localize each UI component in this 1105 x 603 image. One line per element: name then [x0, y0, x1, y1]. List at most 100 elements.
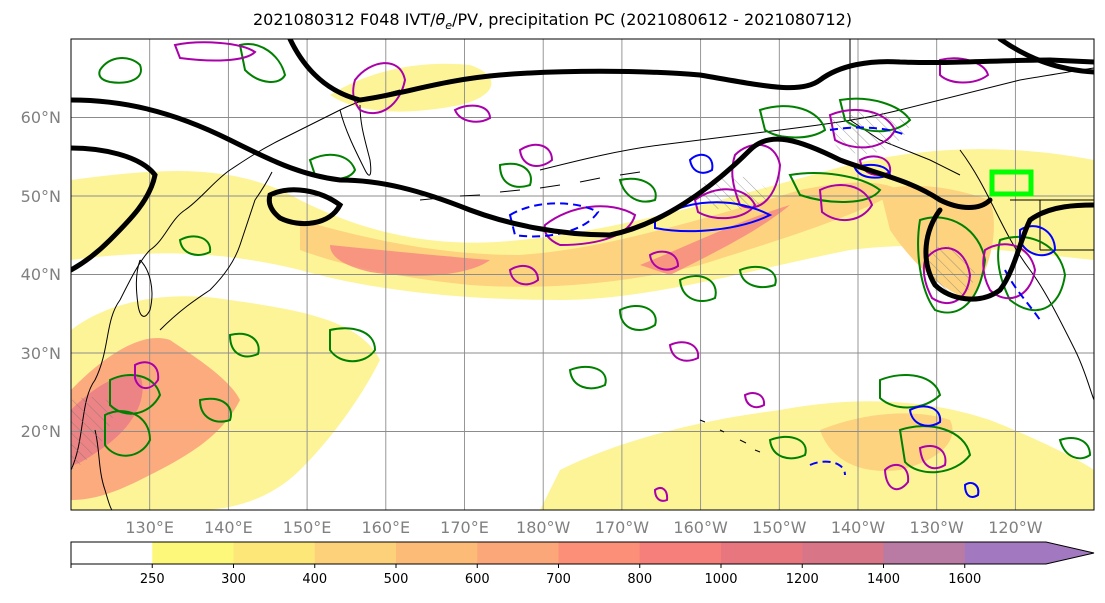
ivt-east-tropical-inner [820, 413, 953, 471]
map-content [71, 39, 1094, 510]
colorbar-extend-arrow [1046, 542, 1094, 564]
colorbar-segment [71, 542, 153, 564]
green-contour [618, 305, 657, 331]
green-contour [879, 374, 942, 409]
lon-label-160E: 160°E [361, 518, 410, 537]
colorbar-label: 600 [465, 572, 490, 587]
lon-label-180W: 180°W [516, 518, 571, 537]
colorbar: 250 300 400 500 600 700 800 1000 1200 1400 1600 [70, 541, 1095, 587]
blue-contour-dashed [829, 126, 906, 136]
colorbar-label: 1600 [948, 572, 981, 587]
coast-hawaii [699, 419, 761, 453]
magenta-contour [939, 57, 990, 84]
black-contour-japan [266, 187, 344, 227]
colorbar-segment [396, 542, 478, 564]
magenta-contour [508, 264, 540, 286]
blue-contour [908, 405, 942, 427]
colorbar-segment [883, 542, 966, 564]
green-contour [238, 43, 287, 83]
green-contour [228, 332, 260, 358]
lon-label-170E: 170°E [440, 518, 489, 537]
green-contour [329, 327, 377, 363]
coast-japan [159, 171, 273, 331]
blue-contour [963, 482, 980, 498]
coast-aleutians [419, 171, 641, 201]
target-box [989, 169, 1034, 197]
green-contour [498, 162, 532, 188]
magenta-contour [693, 188, 757, 220]
title-prefix: 2021080312 F048 IVT/ [252, 10, 436, 29]
colorbar-label: 1400 [867, 572, 900, 587]
green-contour [618, 177, 657, 203]
ivt-east-tropical [540, 401, 1094, 510]
black-contour-north [287, 39, 1094, 103]
lat-label-50N: 50°N [21, 187, 61, 206]
colorbar-label: 700 [546, 572, 571, 587]
coastlines [71, 39, 1094, 510]
magenta-contour [918, 445, 947, 470]
colorbar-label: 500 [384, 572, 409, 587]
lon-label-120W: 120°W [988, 518, 1043, 537]
colorbar-segment [639, 542, 722, 564]
title-theta-sub: e [445, 19, 453, 33]
lon-label-150W: 150°W [752, 518, 807, 537]
lon-labels: 130°E 140°E 150°E 160°E 170°E 180°W 170°… [125, 518, 1042, 537]
ivt-core-north [330, 245, 490, 276]
green-contour [758, 105, 827, 139]
coast-asia [71, 89, 401, 471]
magenta-contour [743, 392, 766, 409]
green-contour [768, 435, 807, 460]
title-suffix: /PV, precipitation PC (2021080612 - 2021… [452, 10, 853, 29]
colorbar-label: 800 [627, 572, 652, 587]
magenta-contour [518, 143, 554, 167]
magenta-contour [828, 109, 897, 149]
colorbar-label: 250 [140, 572, 165, 587]
black-contour-ne [997, 39, 1094, 75]
lon-label-160W: 160°W [673, 518, 728, 537]
black-contour-west [71, 145, 158, 273]
colorbar-segment [964, 542, 1047, 564]
magenta-contour [653, 487, 669, 502]
thick-black-contours [71, 39, 1094, 302]
green-contour [997, 235, 1067, 312]
colorbar-label: 400 [302, 572, 327, 587]
lat-label-30N: 30°N [21, 344, 61, 363]
green-contour [568, 365, 607, 390]
colorbar-segment [721, 542, 803, 564]
colorbar-outline [70, 541, 1095, 565]
coast-philippines [94, 429, 113, 510]
colorbar-segment [558, 542, 641, 564]
lon-label-140W: 140°W [831, 518, 886, 537]
green-contour [178, 235, 212, 256]
blue-contour [688, 153, 714, 174]
colorbar-segment [802, 542, 884, 564]
magenta-contour [883, 463, 910, 491]
lat-label-20N: 20°N [21, 422, 61, 441]
magenta-contour [668, 341, 700, 362]
green-contour [198, 397, 232, 423]
lat-labels: 60°N 50°N 40°N 30°N 20°N [21, 108, 61, 441]
green-contour [678, 275, 717, 302]
green-contour [738, 265, 777, 289]
blue-contour-dashed [809, 460, 846, 476]
lon-label-130W: 130°W [910, 518, 965, 537]
coast-kamchatka [339, 104, 372, 176]
lon-label-130E: 130°E [125, 518, 174, 537]
coast-korea [135, 259, 153, 317]
black-contour-east [923, 202, 1094, 302]
coast-na-west [959, 149, 1094, 401]
colorbar-label: 1200 [786, 572, 819, 587]
lon-label-150E: 150°E [283, 518, 332, 537]
blue-contour-dashed [508, 202, 600, 238]
magenta-contour [173, 41, 257, 62]
green-contour [98, 57, 142, 84]
green-contour [104, 410, 152, 457]
colorbar-segment [233, 542, 316, 564]
magenta-contour [134, 361, 160, 389]
black-contour-main [71, 97, 993, 238]
colorbar-segment [314, 542, 397, 564]
blue-contour [1019, 225, 1057, 257]
map-title: 2021080312 F048 IVT/θe/PV, precipitation… [0, 10, 1105, 32]
colorbar-segment [477, 542, 559, 564]
